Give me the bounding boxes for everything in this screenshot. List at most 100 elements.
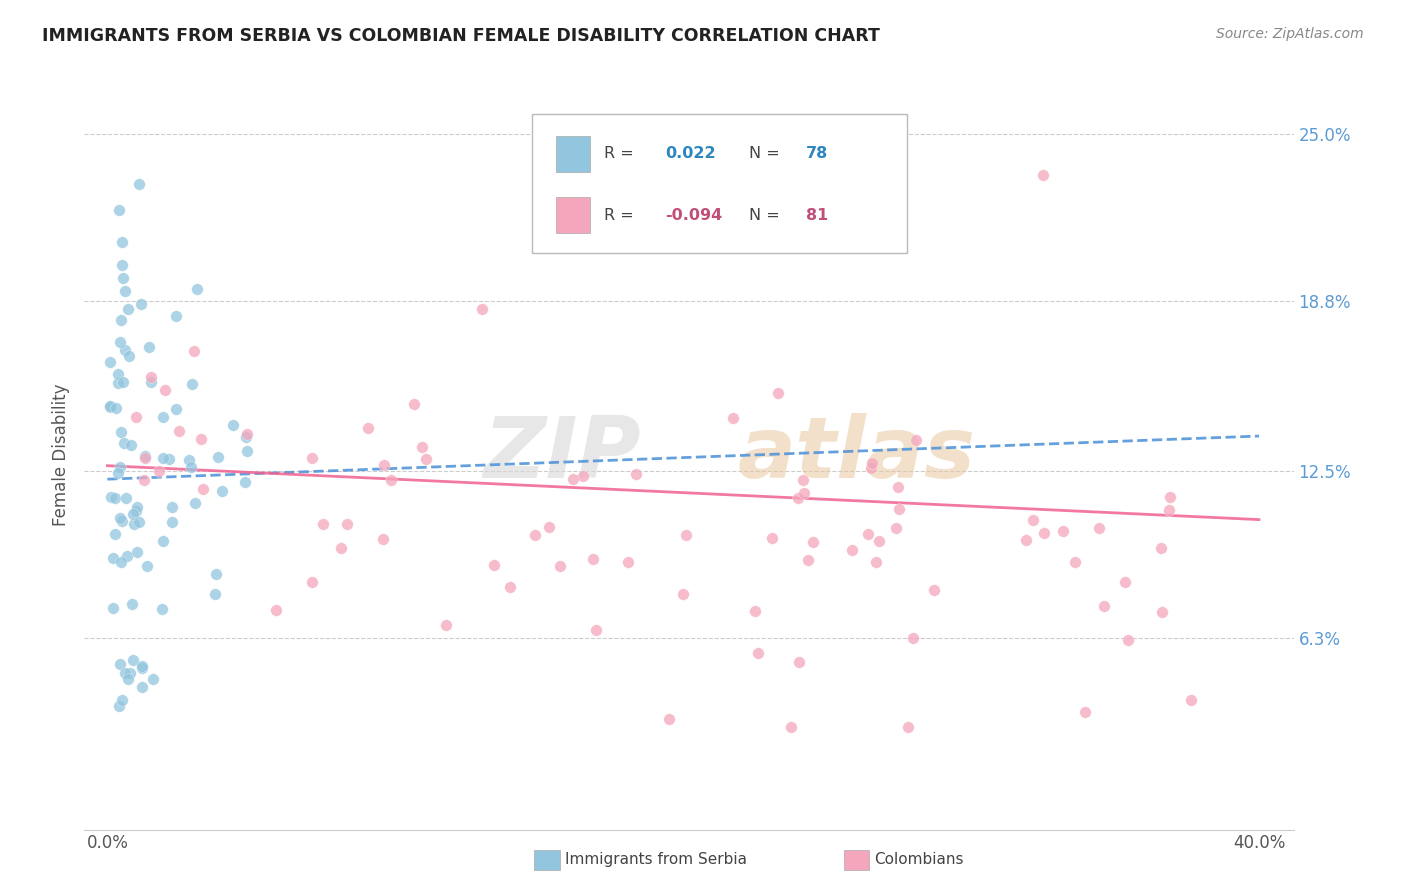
Point xyxy=(801,534,824,549)
Point xyxy=(841,543,863,558)
Point xyxy=(1150,541,1173,555)
Point xyxy=(658,712,681,726)
Point xyxy=(101,601,124,615)
Point xyxy=(110,258,132,272)
Point xyxy=(101,551,124,566)
Point xyxy=(121,508,143,522)
Point xyxy=(108,459,131,474)
Point xyxy=(747,646,769,660)
Point xyxy=(499,580,522,594)
Point xyxy=(380,474,402,488)
Point xyxy=(108,334,131,349)
Point xyxy=(865,555,887,569)
Point xyxy=(886,480,908,494)
Point xyxy=(1087,521,1109,535)
Point xyxy=(134,450,156,465)
Text: 78: 78 xyxy=(806,146,828,161)
Point xyxy=(165,402,187,417)
Point xyxy=(98,354,121,368)
Point xyxy=(330,541,353,556)
Point xyxy=(1152,606,1174,620)
Point xyxy=(120,666,142,681)
Point xyxy=(402,396,425,410)
Point xyxy=(120,438,142,452)
Point xyxy=(723,411,745,425)
Point xyxy=(672,587,695,601)
Point xyxy=(128,178,150,192)
Text: 81: 81 xyxy=(806,208,828,223)
Point xyxy=(761,531,783,545)
Point xyxy=(131,661,153,675)
Point xyxy=(112,271,135,285)
Point xyxy=(131,659,153,673)
Point xyxy=(134,450,156,464)
Point xyxy=(111,693,134,707)
Point xyxy=(357,421,380,435)
Point xyxy=(787,655,810,669)
Text: Colombians: Colombians xyxy=(875,853,965,867)
Point xyxy=(524,528,547,542)
Text: N =: N = xyxy=(749,146,786,161)
Bar xyxy=(555,136,589,171)
Text: atlas: atlas xyxy=(737,413,976,497)
Point xyxy=(572,468,595,483)
Point xyxy=(107,466,129,480)
Point xyxy=(122,516,145,531)
Point xyxy=(222,417,245,432)
Point xyxy=(135,559,157,574)
Point xyxy=(766,386,789,401)
Y-axis label: Female Disability: Female Disability xyxy=(52,384,70,526)
Point xyxy=(98,399,121,413)
Point xyxy=(114,666,136,681)
Point xyxy=(860,460,883,475)
Point xyxy=(108,698,131,713)
Point xyxy=(152,450,174,465)
Point xyxy=(111,235,134,249)
Point xyxy=(787,491,810,505)
Text: R =: R = xyxy=(605,208,640,223)
Point xyxy=(675,528,697,542)
Point xyxy=(856,527,879,541)
Point xyxy=(434,617,457,632)
Point xyxy=(301,575,323,590)
Point xyxy=(471,302,494,317)
Point xyxy=(1159,490,1181,504)
Point xyxy=(114,491,136,505)
Point xyxy=(797,553,820,567)
Point xyxy=(115,549,138,563)
Point xyxy=(114,343,136,357)
Point xyxy=(235,430,257,444)
Point xyxy=(179,453,201,467)
Point xyxy=(184,496,207,510)
Point xyxy=(157,452,180,467)
Point xyxy=(131,680,153,694)
Point xyxy=(585,624,607,638)
Text: Source: ZipAtlas.com: Source: ZipAtlas.com xyxy=(1216,27,1364,41)
Point xyxy=(301,451,323,466)
Point xyxy=(142,672,165,686)
Point xyxy=(582,552,605,566)
Point xyxy=(153,383,176,397)
Point xyxy=(139,369,162,384)
Point xyxy=(122,653,145,667)
Point xyxy=(108,202,131,217)
Point xyxy=(129,297,152,311)
Point xyxy=(204,587,226,601)
Point xyxy=(624,467,647,482)
Point xyxy=(114,436,136,450)
Point xyxy=(1180,693,1202,707)
Point xyxy=(138,340,160,354)
Point xyxy=(903,631,925,645)
FancyBboxPatch shape xyxy=(531,114,907,252)
Point xyxy=(107,376,129,390)
Point xyxy=(336,516,359,531)
Point xyxy=(150,602,173,616)
Point xyxy=(148,464,170,478)
Point xyxy=(114,284,136,298)
Point xyxy=(125,504,148,518)
Point xyxy=(562,472,585,486)
Point xyxy=(181,377,204,392)
Point xyxy=(236,444,259,458)
Point xyxy=(128,515,150,529)
Text: 0.022: 0.022 xyxy=(665,146,716,161)
